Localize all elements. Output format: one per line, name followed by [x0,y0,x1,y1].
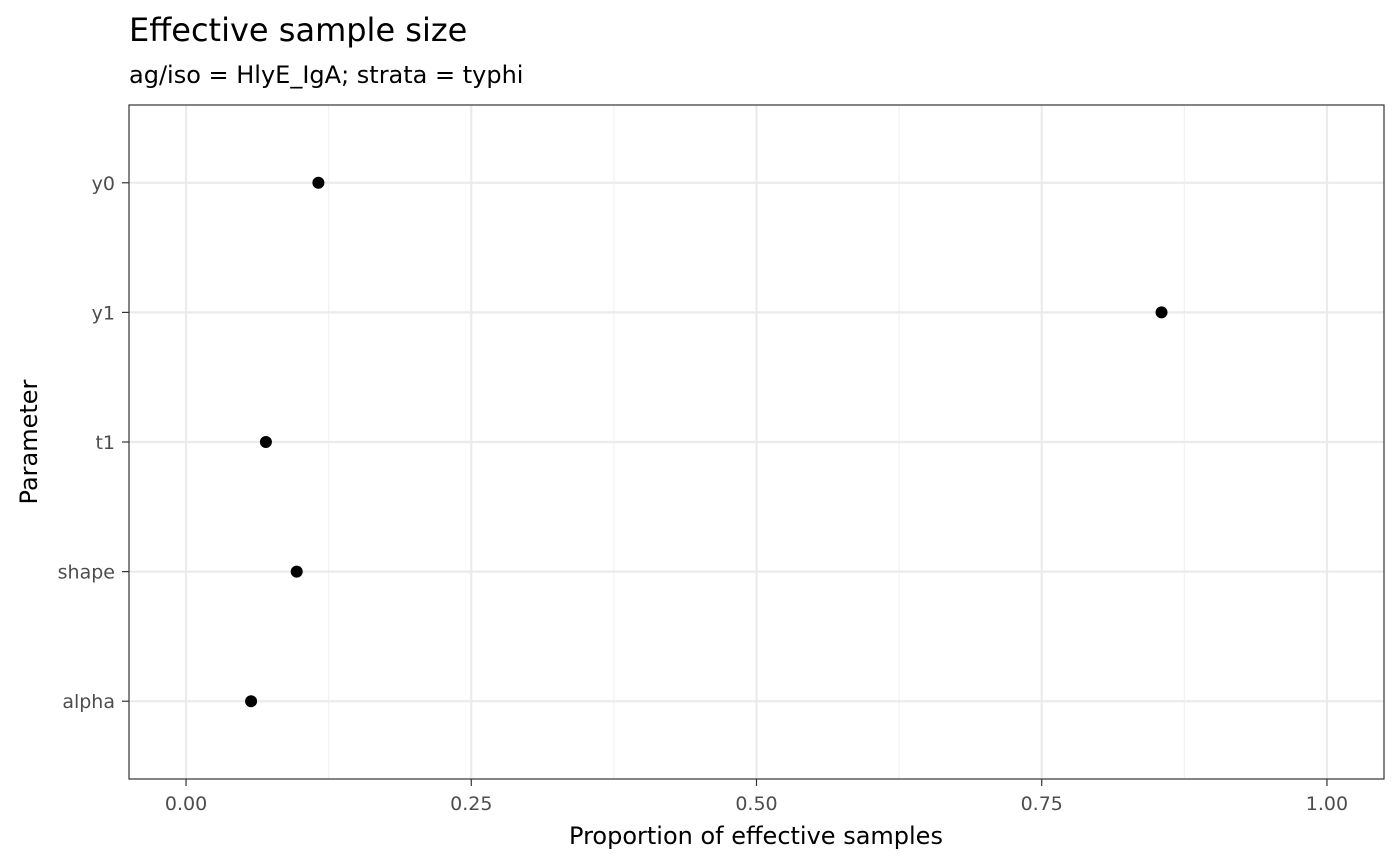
chart-subtitle: ag/iso = HlyE_IgA; strata = typhi [129,61,523,89]
y-axis-title: Parameter [15,379,43,504]
x-tick-label: 0.00 [165,793,207,815]
x-axis-title: Proportion of effective samples [569,822,943,850]
grid-layer [129,105,1384,779]
y-tick-label: alpha [62,691,115,713]
points-layer [245,176,1168,708]
axis-layer: 0.00 0.25 0.50 0.75 1.00 y0 y1 t1 shape alpha [58,173,1348,815]
y-tick-label: t1 [95,432,115,454]
data-point-y1 [1155,306,1168,319]
x-tick-label: 0.75 [1021,793,1063,815]
data-point-t1 [259,436,272,448]
data-point-shape [290,565,303,578]
data-point-alpha [245,695,258,708]
x-tick-label: 0.25 [450,793,492,815]
y-tick-label: shape [58,562,115,584]
y-tick-label: y0 [92,173,115,195]
chart-title: Effective sample size [129,11,467,49]
x-tick-label: 1.00 [1306,793,1348,815]
panel-border [128,104,1385,780]
y-tick-label: y1 [92,302,115,324]
x-tick-label: 0.50 [735,793,777,815]
data-point-y0 [312,176,325,189]
